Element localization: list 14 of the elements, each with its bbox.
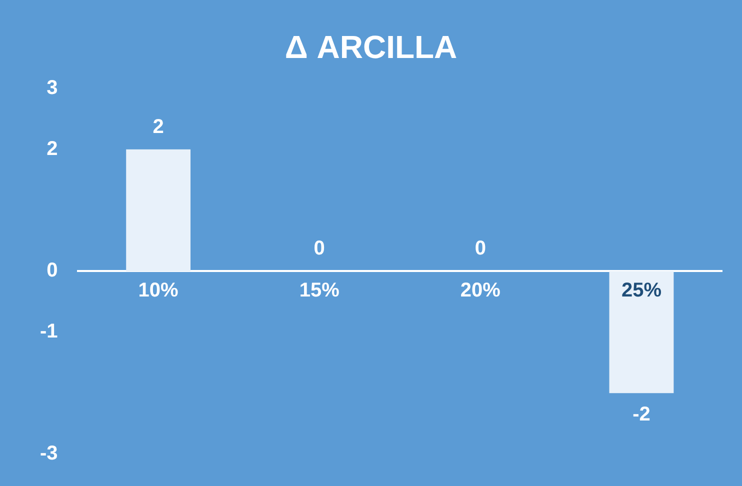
data-label: 0 bbox=[314, 238, 325, 260]
y-tick-label: 0 bbox=[46, 260, 58, 282]
x-tick-label: 25% bbox=[621, 280, 662, 302]
data-label: 0 bbox=[474, 238, 486, 260]
x-tick-label: 20% bbox=[460, 280, 501, 302]
x-tick-label: 15% bbox=[299, 280, 340, 302]
data-label: 2 bbox=[152, 116, 164, 138]
y-tick-label: -1 bbox=[40, 320, 58, 343]
data-label: -2 bbox=[632, 404, 650, 426]
y-tick-label: 3 bbox=[46, 76, 58, 99]
y-tick-label: 2 bbox=[46, 138, 58, 160]
y-tick-label: -3 bbox=[40, 442, 58, 465]
chart-title: Δ ARCILLA bbox=[284, 29, 458, 66]
x-tick-label: 10% bbox=[138, 280, 179, 302]
